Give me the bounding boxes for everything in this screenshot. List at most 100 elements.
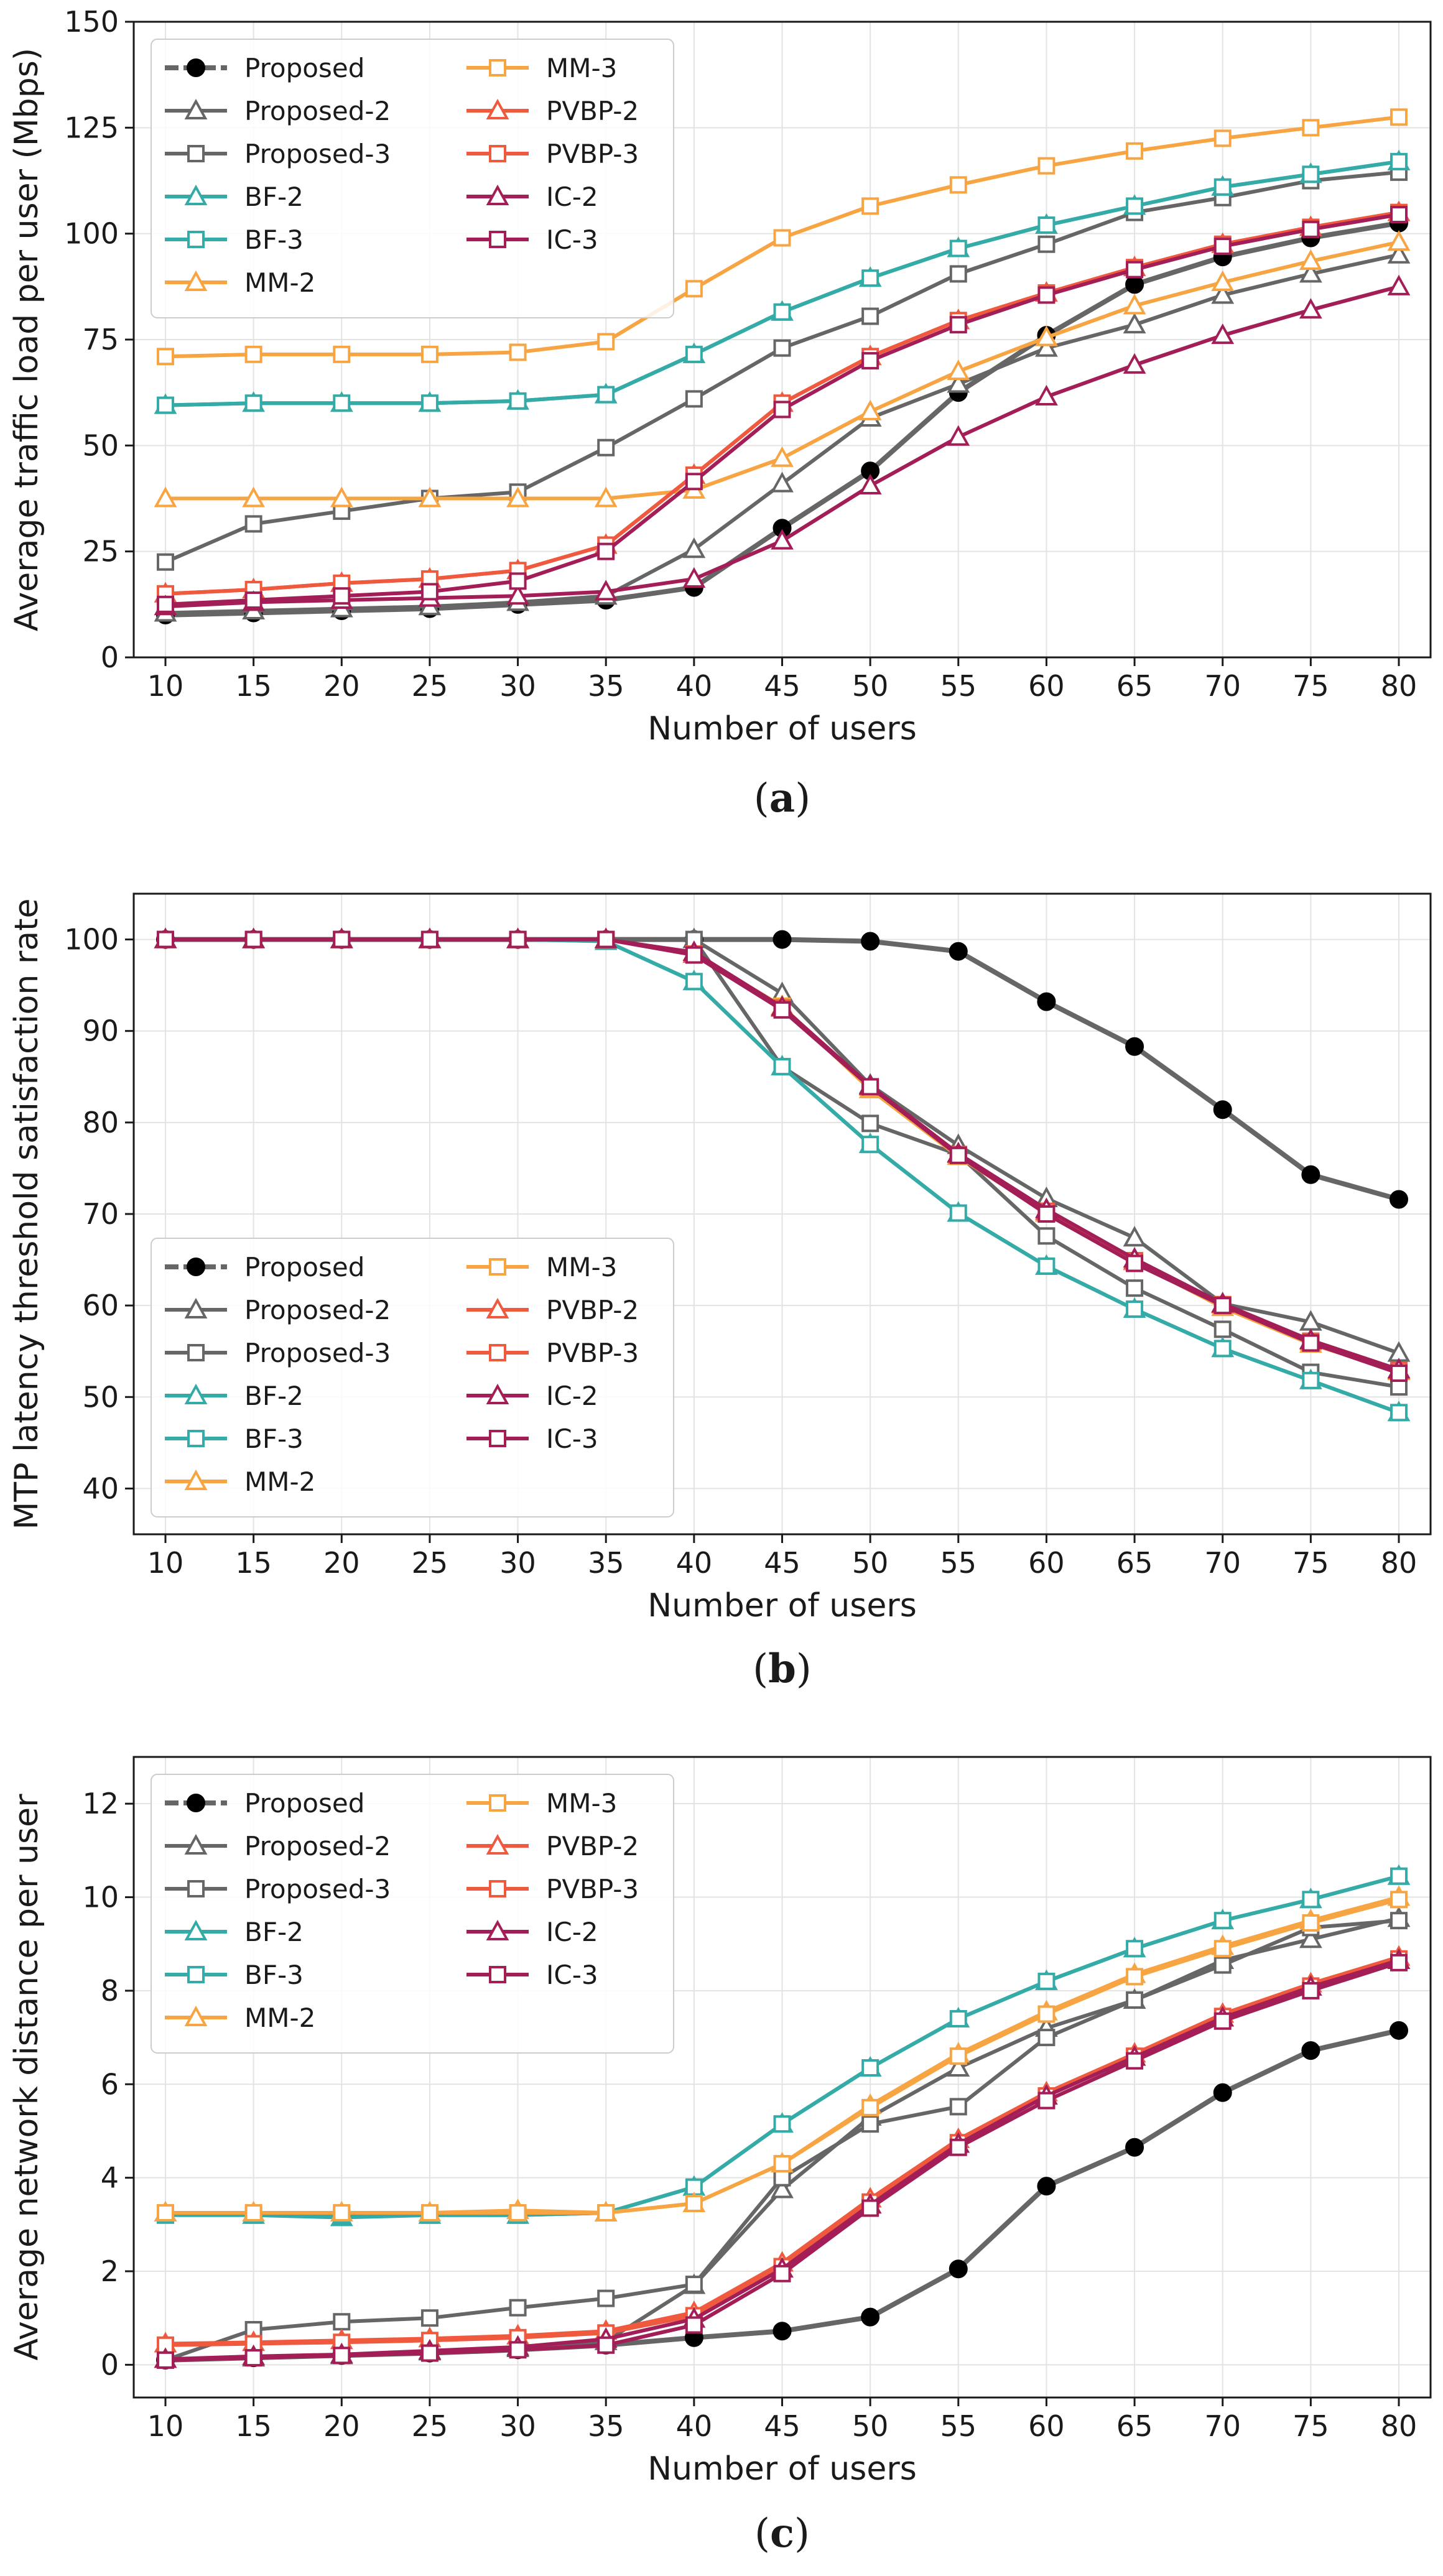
- legend-label: IC-3: [546, 1960, 598, 1990]
- data-point: [947, 425, 970, 446]
- legend-entry: IC-3: [466, 1960, 598, 1990]
- data-point: [242, 486, 266, 507]
- x-tick-label: 60: [1028, 1546, 1065, 1580]
- x-tick-label: 80: [1381, 2409, 1417, 2443]
- legend-marker: [184, 98, 208, 119]
- data-point: [1387, 230, 1411, 251]
- data-point: [597, 930, 615, 948]
- data-point: [509, 572, 527, 590]
- legend-marker: [184, 1297, 208, 1318]
- data-point: [1037, 286, 1056, 304]
- caption-part: ): [794, 2511, 810, 2557]
- legend-entry: Proposed-3: [165, 1338, 391, 1368]
- x-tick-label: 45: [764, 669, 800, 703]
- data-point: [420, 2204, 438, 2222]
- y-tick-label: 70: [82, 1197, 119, 1231]
- data-point: [333, 2204, 351, 2222]
- data-point: [685, 345, 703, 363]
- data-point: [771, 471, 794, 493]
- data-point: [1213, 238, 1232, 256]
- data-point: [420, 394, 438, 412]
- data-point: [244, 930, 262, 948]
- data-point: [1387, 274, 1411, 295]
- data-point: [1390, 152, 1408, 170]
- data-point: [773, 1058, 791, 1076]
- x-tick-label: 30: [499, 1546, 536, 1580]
- x-tick-label: 30: [499, 669, 536, 703]
- y-tick-label: 10: [82, 1881, 119, 1914]
- data-point: [861, 269, 879, 287]
- data-point: [1037, 157, 1056, 175]
- legend-marker: [187, 1430, 205, 1447]
- data-point: [861, 1136, 879, 1154]
- data-point: [1302, 119, 1320, 137]
- data-point: [1126, 1279, 1144, 1297]
- data-point: [333, 2347, 351, 2365]
- y-tick-label: 2: [101, 2254, 119, 2288]
- x-tick-label: 45: [764, 1546, 800, 1580]
- legend-label: PVBP-3: [546, 1874, 639, 1904]
- caption-part: (: [754, 776, 769, 822]
- data-point: [1390, 2021, 1409, 2040]
- caption-part: c: [770, 2510, 794, 2557]
- data-point: [1390, 1404, 1408, 1422]
- data-point: [1390, 108, 1408, 126]
- data-point: [156, 348, 174, 366]
- legend-marker: [486, 1919, 509, 1940]
- data-point: [333, 345, 351, 363]
- legend-label: Proposed: [244, 53, 364, 83]
- x-tick-label: 10: [147, 2409, 184, 2443]
- legend-entry: MM-3: [466, 53, 617, 83]
- data-point: [333, 394, 351, 412]
- series-ic-3: [156, 1953, 1408, 2369]
- legend-marker: [489, 1880, 506, 1897]
- data-point: [420, 583, 438, 601]
- data-point: [597, 2336, 615, 2354]
- data-point: [509, 2204, 527, 2222]
- legend-marker: [489, 59, 506, 76]
- data-point: [1213, 1912, 1232, 1930]
- data-point: [597, 386, 615, 404]
- data-point: [597, 2204, 615, 2222]
- data-point: [1126, 1300, 1144, 1318]
- data-point: [1037, 2029, 1056, 2047]
- data-point: [682, 537, 706, 558]
- x-tick-label: 40: [676, 669, 713, 703]
- data-point: [685, 390, 703, 408]
- legend-entry: PVBP-3: [466, 1874, 639, 1904]
- data-point: [861, 2059, 879, 2077]
- legend-marker: [184, 1833, 208, 1855]
- x-tick-label: 55: [940, 2409, 977, 2443]
- data-point: [1387, 243, 1411, 264]
- chart-b: 10 15 20 25 30 35 40 45 50 55 60 65 70 75 80 40 50 60 70 80…: [8, 892, 1432, 1692]
- caption-part: a: [769, 775, 795, 822]
- data-point: [1390, 1891, 1408, 1909]
- data-point: [685, 946, 703, 964]
- caption-part: (: [754, 2511, 770, 2557]
- data-point: [1299, 1927, 1322, 1948]
- data-point: [861, 2115, 879, 2133]
- caption-part: (: [753, 1646, 768, 1692]
- x-tick-label: 20: [323, 669, 360, 703]
- data-point: [949, 2259, 968, 2279]
- legend-marker: [489, 1966, 506, 1983]
- data-point: [1126, 261, 1144, 279]
- legend-label: BF-2: [244, 1917, 304, 1947]
- legend: Proposed Proposed-2 Proposed-3 BF-2 BF-3 MM-2…: [151, 1774, 674, 2054]
- data-point: [861, 197, 879, 215]
- data-point: [949, 2010, 967, 2028]
- data-point: [1211, 283, 1235, 304]
- legend-entry: Proposed-2: [165, 1295, 391, 1325]
- series-ic-3: [156, 206, 1408, 613]
- data-point: [861, 1114, 879, 1133]
- legend-label: Proposed-3: [244, 1874, 391, 1904]
- data-point: [685, 973, 703, 991]
- data-point: [685, 473, 703, 491]
- legend-entry: PVBP-3: [466, 1338, 639, 1368]
- data-point: [1035, 336, 1058, 357]
- legend-marker: [184, 1469, 208, 1490]
- data-point: [947, 2055, 970, 2077]
- x-tick-label: 75: [1292, 1546, 1329, 1580]
- data-point: [1037, 1227, 1056, 1245]
- y-tick-label: 60: [82, 1289, 119, 1322]
